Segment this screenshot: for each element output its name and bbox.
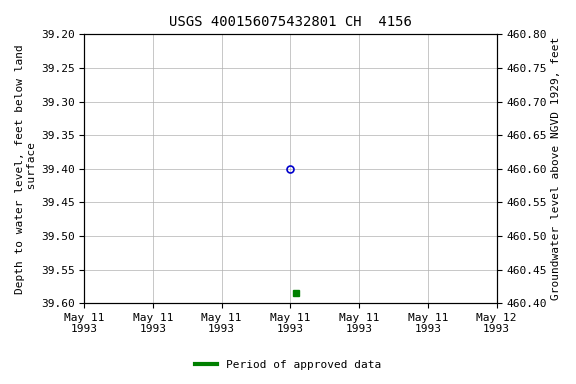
Y-axis label: Groundwater level above NGVD 1929, feet: Groundwater level above NGVD 1929, feet — [551, 37, 561, 300]
Legend: Period of approved data: Period of approved data — [191, 356, 385, 375]
Y-axis label: Depth to water level, feet below land
 surface: Depth to water level, feet below land su… — [15, 44, 37, 294]
Title: USGS 400156075432801 CH  4156: USGS 400156075432801 CH 4156 — [169, 15, 412, 29]
